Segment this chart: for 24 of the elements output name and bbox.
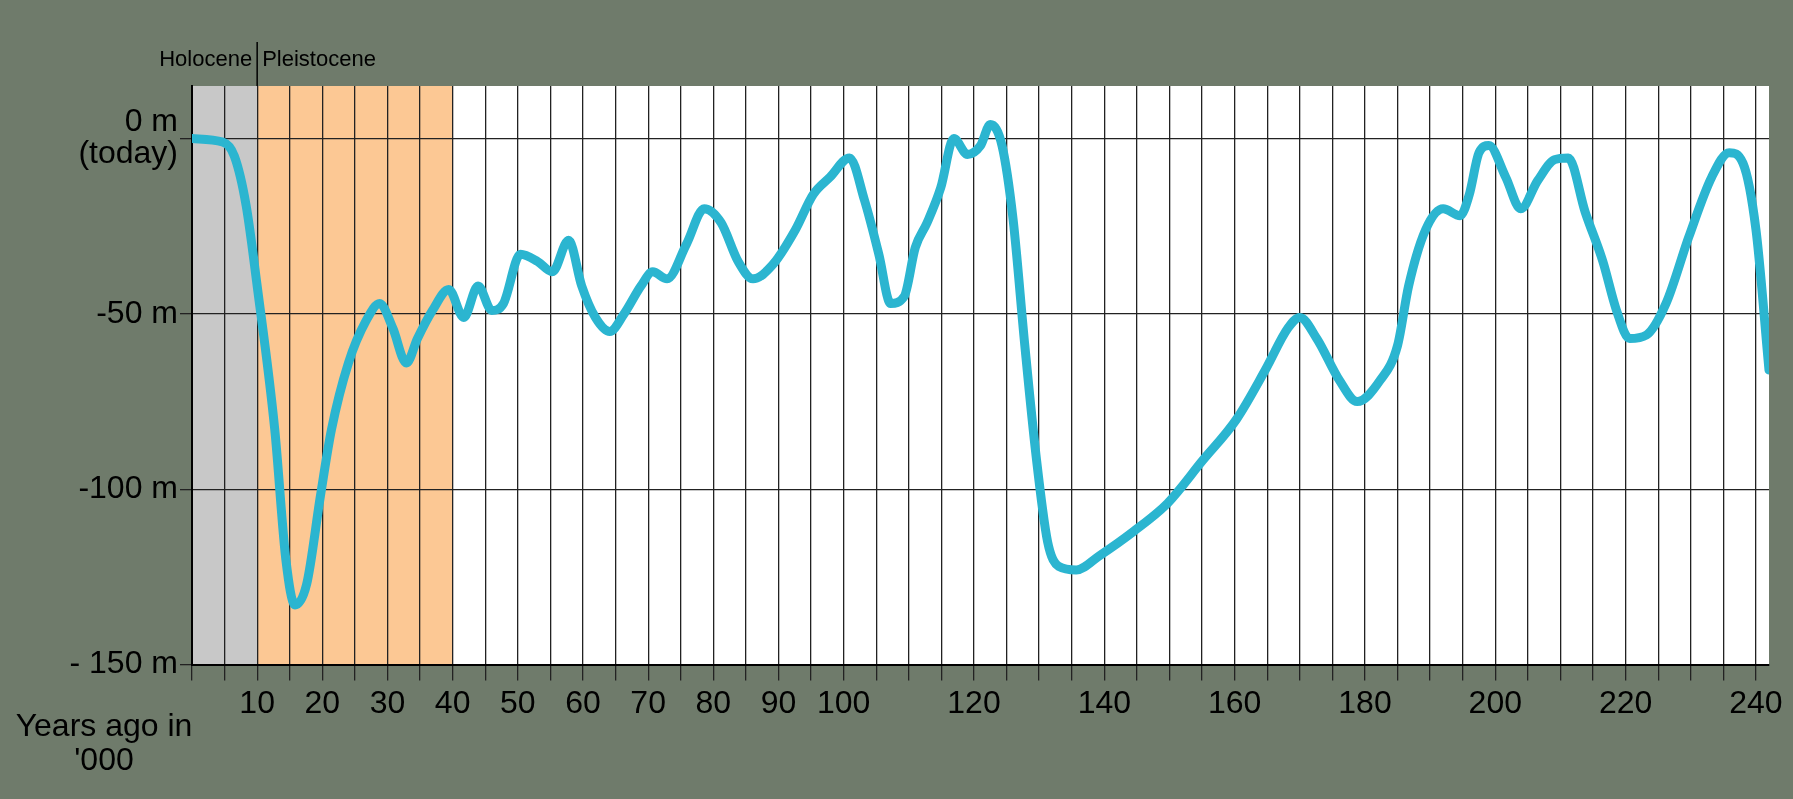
x-tick-label: 200 bbox=[1468, 683, 1522, 720]
x-tick-label: 50 bbox=[500, 683, 536, 720]
x-tick-label: 120 bbox=[947, 683, 1001, 720]
y-tick-label: -50 m bbox=[96, 293, 178, 330]
y-tick-label: - 150 m bbox=[69, 644, 178, 681]
y-tick-label: 0 m (today) bbox=[78, 102, 178, 171]
x-tick-label: 100 bbox=[816, 683, 871, 720]
x-tick-label: 30 bbox=[369, 683, 406, 720]
x-tick-label: 70 bbox=[630, 683, 666, 720]
x-tick-label: 60 bbox=[565, 683, 601, 720]
y-tick-label: -100 m bbox=[78, 469, 178, 506]
x-tick-label: 160 bbox=[1207, 683, 1262, 720]
x-tick-label: 40 bbox=[434, 683, 471, 720]
x-tick-label: 90 bbox=[760, 683, 797, 720]
band-label: Pleistocene bbox=[262, 46, 376, 72]
band-label: Holocene bbox=[159, 46, 253, 72]
x-tick-label: 80 bbox=[695, 683, 732, 720]
x-tick-label: 220 bbox=[1598, 683, 1653, 720]
x-tick-label: 20 bbox=[304, 683, 341, 720]
x-tick-label: 180 bbox=[1338, 683, 1392, 720]
x-tick-label: 240 bbox=[1729, 683, 1783, 720]
x-axis-title: Years ago in '000 bbox=[14, 707, 194, 777]
x-tick-label: 140 bbox=[1077, 683, 1132, 720]
x-tick-label: 10 bbox=[239, 683, 275, 720]
